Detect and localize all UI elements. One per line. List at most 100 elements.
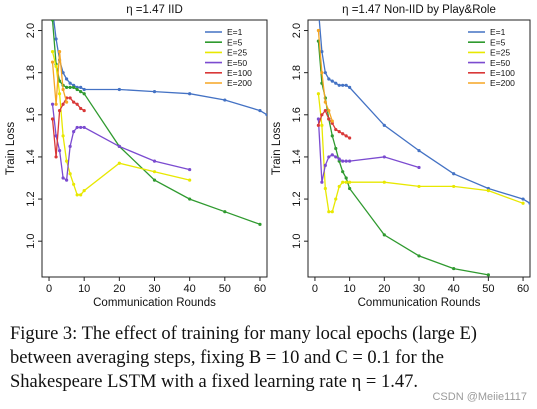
- data-point: [72, 182, 76, 186]
- data-point: [323, 71, 327, 75]
- x-tick-label: 60: [517, 283, 529, 295]
- data-point: [334, 127, 338, 132]
- data-point: [316, 123, 321, 127]
- data-point: [79, 193, 83, 197]
- x-tick-label: 40: [448, 283, 460, 295]
- charts-svg: η =1.47 IID 0 10 20 30 40 50 60 1.0 1.2 1.4 1.6 1.8 2…: [5, 4, 531, 309]
- data-point: [117, 161, 121, 165]
- data-point: [486, 273, 490, 277]
- data-point: [317, 8, 320, 11]
- data-point: [223, 210, 227, 214]
- y-tick-label: 1.8: [25, 65, 37, 80]
- data-point: [50, 60, 55, 64]
- data-point: [327, 210, 331, 214]
- data-point: [79, 125, 83, 130]
- data-point: [68, 81, 72, 85]
- y-axis-label: Train Loss: [5, 122, 17, 176]
- data-point: [320, 123, 324, 127]
- data-point: [323, 108, 327, 113]
- data-point: [68, 85, 72, 90]
- data-point: [348, 136, 352, 140]
- data-point: [316, 117, 321, 121]
- x-tick-label: 20: [378, 283, 390, 295]
- series-line-E=5: [317, 41, 489, 276]
- data-point: [57, 79, 62, 83]
- data-point: [528, 201, 530, 205]
- y-tick-label: 1.0: [25, 234, 37, 249]
- data-point: [50, 117, 55, 121]
- data-point: [61, 134, 65, 138]
- data-point: [54, 102, 58, 106]
- data-point: [72, 130, 76, 134]
- data-point: [75, 102, 79, 106]
- data-point: [82, 87, 86, 92]
- data-point: [334, 197, 338, 201]
- data-point: [65, 159, 69, 163]
- data-point: [258, 222, 262, 226]
- data-point: [265, 113, 267, 117]
- data-point: [117, 87, 121, 92]
- legend-label: E=100: [227, 68, 252, 78]
- figure-caption: Figure 3: The effect of training for man…: [10, 324, 477, 392]
- data-point: [341, 132, 345, 136]
- chart-title: η =1.47 IID: [126, 4, 183, 16]
- data-point: [50, 49, 55, 54]
- series-line-E=50: [51, 104, 190, 182]
- series-line-E=25: [51, 51, 190, 196]
- data-point: [330, 79, 334, 83]
- x-tick-label: 30: [148, 283, 160, 295]
- legend-label: E=5: [490, 37, 506, 47]
- data-point: [51, 8, 54, 11]
- x-tick-label: 0: [312, 283, 318, 295]
- data-point: [75, 87, 79, 92]
- y-tick-label: 2.0: [25, 23, 37, 38]
- data-point: [57, 92, 62, 96]
- data-point: [337, 184, 341, 189]
- data-point: [452, 266, 456, 271]
- data-point: [320, 71, 324, 75]
- data-point: [61, 102, 65, 106]
- data-point: [348, 159, 352, 163]
- data-point: [320, 49, 324, 54]
- legend-label: E=5: [227, 37, 243, 47]
- data-point: [337, 157, 341, 161]
- chart-panel-1: η =1.47 Non-IID by Play&Role 0 10 20 30 40 50 6…: [271, 4, 531, 309]
- data-point: [57, 149, 62, 153]
- data-point: [341, 159, 345, 163]
- data-point: [452, 184, 456, 189]
- series-line-E=25: [317, 93, 524, 213]
- legend-label: E=50: [227, 58, 247, 68]
- y-tick-label: 1.2: [291, 191, 303, 206]
- data-point: [79, 90, 83, 94]
- x-tick-label: 50: [482, 283, 494, 295]
- data-point: [320, 113, 324, 117]
- data-point: [382, 180, 386, 184]
- data-point: [323, 163, 327, 167]
- data-point: [152, 178, 157, 182]
- data-point: [327, 117, 331, 121]
- data-point: [417, 149, 421, 153]
- data-point: [344, 159, 348, 163]
- data-point: [341, 180, 345, 184]
- data-point: [316, 28, 321, 33]
- data-point: [330, 210, 334, 214]
- data-point: [82, 189, 86, 193]
- data-point: [152, 90, 157, 94]
- data-point: [330, 153, 334, 157]
- data-point: [57, 108, 62, 113]
- y-tick-label: 1.6: [291, 107, 303, 122]
- data-point: [341, 83, 345, 87]
- chart-panel-0: η =1.47 IID 0 10 20 30 40 50 60 1.0 1.2 1.4 1.6 1.8 2…: [5, 4, 268, 309]
- chart-title: η =1.47 Non-IID by Play&Role: [342, 4, 496, 16]
- data-point: [316, 92, 321, 96]
- data-point: [65, 77, 69, 81]
- series-line-E=100: [51, 97, 85, 157]
- data-point: [327, 77, 331, 81]
- data-point: [323, 186, 327, 191]
- y-tick-label: 1.4: [25, 149, 37, 164]
- x-tick-label: 30: [413, 283, 425, 295]
- data-point: [61, 71, 65, 75]
- y-tick-label: 2.0: [291, 23, 303, 38]
- data-point: [65, 100, 69, 104]
- series-group: [50, 8, 267, 226]
